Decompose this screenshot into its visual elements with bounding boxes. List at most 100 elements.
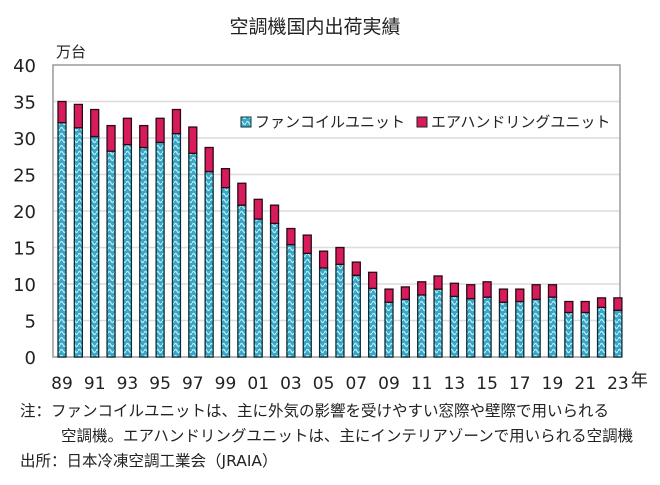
bar-fan-coil-unit [302, 252, 312, 358]
bar-fan-coil-unit [564, 311, 574, 358]
legend: ファンコイルユニット エアハンドリングユニット [240, 113, 610, 131]
bar-air-handling-unit [155, 117, 165, 144]
x-tick-label: 93 [117, 374, 139, 394]
bar-air-handling-unit [400, 286, 411, 300]
notes: 注：ファンコイルユニットは、主に外気の影響を受けやすい窓際や壁際で用いられる 空… [20, 399, 633, 474]
bar-fan-coil-unit [204, 170, 214, 358]
bar-air-handling-unit [384, 288, 394, 303]
chart-title: 空調機国内出荷実績 [229, 16, 400, 38]
y-tick-label: 10 [13, 275, 36, 296]
bar-air-handling-unit [237, 182, 247, 206]
x-tick-label: 13 [444, 374, 466, 394]
bar-fan-coil-unit [253, 218, 263, 358]
x-tick-label: 05 [313, 374, 335, 394]
bar-air-handling-unit [498, 288, 509, 303]
x-tick-label: 95 [149, 374, 171, 394]
bar-fan-coil-unit [449, 295, 460, 358]
bar-fan-coil-unit [417, 294, 427, 358]
bar-air-handling-unit [57, 100, 67, 124]
bar-air-handling-unit [433, 275, 443, 290]
x-tick-label: 07 [345, 374, 367, 394]
bar-air-handling-unit [220, 168, 231, 189]
bar-fan-coil-unit [90, 135, 100, 358]
bar-air-handling-unit [73, 103, 83, 129]
x-tick-label: 15 [476, 374, 498, 394]
legend-swatch-fan-coil-unit [240, 116, 252, 128]
bar-fan-coil-unit [57, 122, 67, 358]
bar-fan-coil-unit [122, 143, 133, 358]
legend-swatch-air-handling-unit [416, 116, 428, 128]
legend-label-fan-coil-unit: ファンコイルユニット [255, 113, 405, 131]
y-axis-unit: 万台 [56, 43, 86, 61]
bar-air-handling-unit [318, 250, 329, 269]
bar-fan-coil-unit [286, 243, 296, 358]
bar-air-handling-unit [596, 297, 607, 309]
bar-fan-coil-unit [335, 263, 345, 358]
y-axis-ticks: 0 5 10 15 20 25 30 35 40 [13, 56, 36, 369]
bar-fan-coil-unit [433, 288, 443, 358]
bar-fan-coil-unit [188, 152, 198, 358]
bar-fan-coil-unit [400, 298, 411, 358]
bar-fan-coil-unit [367, 287, 378, 358]
bar-air-handling-unit [188, 126, 198, 154]
bar-air-handling-unit [286, 227, 296, 246]
x-tick-label: 99 [215, 374, 237, 394]
bar-air-handling-unit [613, 297, 623, 311]
bar-fan-coil-unit [73, 127, 83, 358]
bar-fan-coil-unit [580, 311, 590, 358]
bar-fan-coil-unit [269, 222, 280, 358]
source-line: 出所：日本冷凍空調工業会（JRAIA） [20, 452, 278, 470]
x-tick-label: 11 [411, 374, 433, 394]
bar-air-handling-unit [449, 282, 460, 298]
bar-air-handling-unit [302, 234, 312, 254]
note-line-2: 空調機。エアハンドリングユニットは、主にインテリアゾーンで用いられる空調機 [61, 427, 634, 445]
bar-fan-coil-unit [384, 301, 394, 358]
bar-air-handling-unit [531, 284, 541, 300]
bar-fan-coil-unit [466, 297, 476, 358]
bar-air-handling-unit [466, 284, 476, 300]
bar-air-handling-unit [90, 108, 100, 138]
bar-fan-coil-unit [531, 298, 541, 358]
y-tick-label: 15 [13, 239, 36, 260]
legend-label-air-handling-unit: エアハンドリングユニット [431, 113, 610, 131]
bars [57, 100, 623, 358]
bar-fan-coil-unit [155, 141, 165, 358]
bar-fan-coil-unit [596, 306, 607, 358]
x-axis-ticks: 89 91 93 95 97 99 01 03 05 07 09 11 13 15 17 19 21 23 年 [51, 371, 648, 394]
bar-fan-coil-unit [106, 150, 116, 358]
bar-fan-coil-unit [351, 274, 361, 358]
bar-air-handling-unit [139, 124, 149, 149]
y-tick-label: 5 [25, 312, 36, 333]
y-tick-label: 35 [13, 93, 36, 114]
bar-fan-coil-unit [139, 146, 149, 358]
x-tick-label: 21 [574, 374, 596, 394]
y-tick-label: 0 [25, 348, 36, 369]
bar-fan-coil-unit [237, 204, 247, 358]
x-tick-label: 01 [247, 374, 269, 394]
x-axis-unit: 年 [631, 371, 648, 391]
bar-air-handling-unit [351, 261, 361, 276]
y-tick-label: 25 [13, 166, 36, 187]
bar-air-handling-unit [580, 300, 590, 314]
bar-air-handling-unit [564, 300, 574, 314]
bar-fan-coil-unit [220, 186, 231, 358]
bar-air-handling-unit [482, 281, 492, 298]
bar-fan-coil-unit [547, 296, 558, 358]
bar-air-handling-unit [122, 117, 133, 146]
bar-fan-coil-unit [498, 301, 509, 358]
x-tick-label: 03 [280, 374, 302, 394]
bar-air-handling-unit [106, 124, 116, 152]
bar-air-handling-unit [515, 288, 525, 303]
bar-air-handling-unit [204, 146, 214, 173]
x-tick-label: 97 [182, 374, 204, 394]
bar-fan-coil-unit [515, 300, 525, 358]
bar-fan-coil-unit [171, 132, 182, 358]
y-tick-label: 30 [13, 129, 36, 150]
y-tick-label: 40 [13, 56, 36, 77]
x-tick-label: 17 [509, 374, 531, 394]
bar-air-handling-unit [547, 284, 558, 298]
note-line-1: 注：ファンコイルユニットは、主に外気の影響を受けやすい窓際や壁際で用いられる [20, 402, 610, 420]
bar-air-handling-unit [335, 246, 345, 265]
bar-air-handling-unit [171, 108, 182, 135]
